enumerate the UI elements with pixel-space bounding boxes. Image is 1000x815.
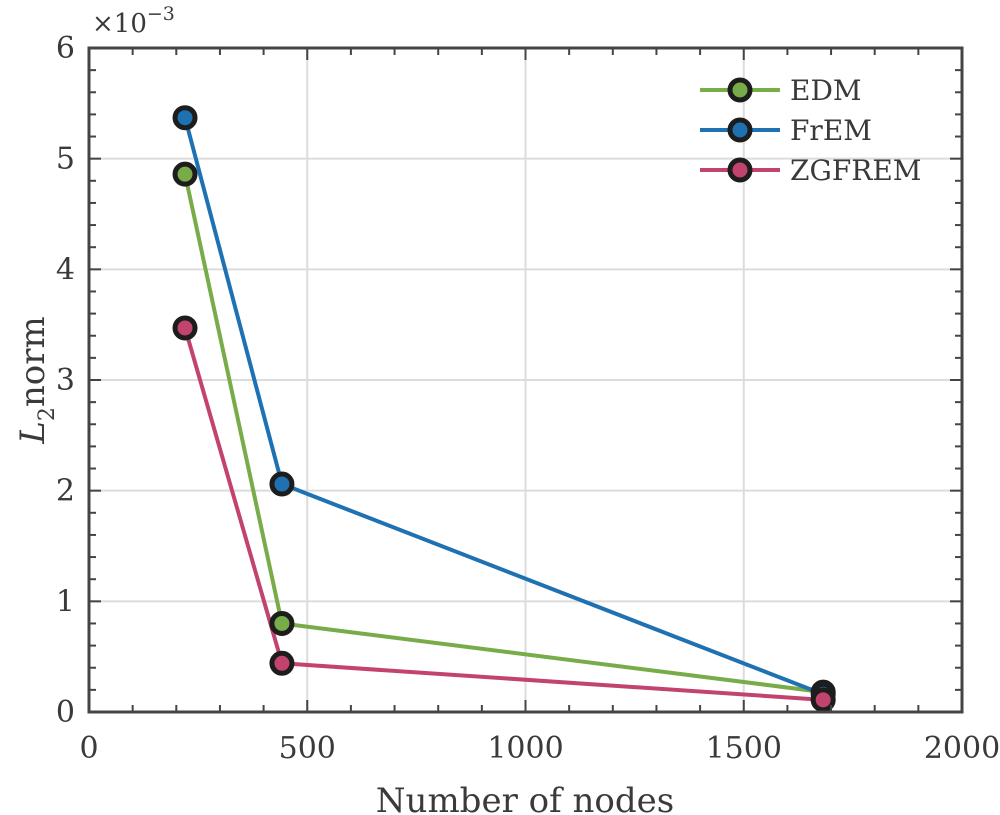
legend-marker-edm — [727, 77, 753, 103]
grid — [89, 48, 962, 712]
x-tick-label: 0 — [79, 731, 98, 766]
y-tick-label: 1 — [56, 584, 75, 619]
data-point-frem — [172, 105, 198, 131]
data-point-zgfrem — [810, 687, 836, 713]
y-tick-label: 0 — [56, 695, 75, 730]
y-tick-label: 2 — [56, 474, 75, 509]
data-point-zgfrem — [172, 315, 198, 341]
legend: EDM FrEM ZGFREM — [700, 74, 921, 187]
y-tick-label: 3 — [56, 363, 75, 398]
data-point-frem — [269, 471, 295, 497]
x-tick-label: 2000 — [924, 731, 1000, 766]
data-point-edm — [172, 161, 198, 187]
legend-label-frem: FrEM — [790, 114, 872, 147]
legend-label-zgfrem: ZGFREM — [790, 154, 921, 187]
y-tick-label: 5 — [56, 142, 75, 177]
y-tick-label: 6 — [56, 31, 75, 66]
y-axis-label: L2norm — [13, 316, 60, 444]
series-lines — [172, 105, 836, 713]
y-tick-label: 4 — [56, 252, 75, 287]
series-line-zgfrem — [183, 327, 824, 702]
y-axis-multiplier: ×10−3 — [92, 3, 175, 39]
legend-marker-zgfrem — [727, 157, 753, 183]
data-point-zgfrem — [269, 650, 295, 676]
x-tick-label: 1000 — [487, 731, 563, 766]
x-axis-label: Number of nodes — [376, 781, 674, 815]
x-tick-label: 500 — [279, 731, 336, 766]
legend-label-edm: EDM — [790, 74, 862, 107]
data-point-edm — [269, 610, 295, 636]
axis-ticks: 0 500 1000 1500 2000 0 1 2 3 4 5 6 — [56, 31, 1000, 766]
x-tick-label: 1500 — [706, 731, 782, 766]
legend-marker-frem — [727, 117, 753, 143]
series-line-frem — [183, 117, 824, 697]
